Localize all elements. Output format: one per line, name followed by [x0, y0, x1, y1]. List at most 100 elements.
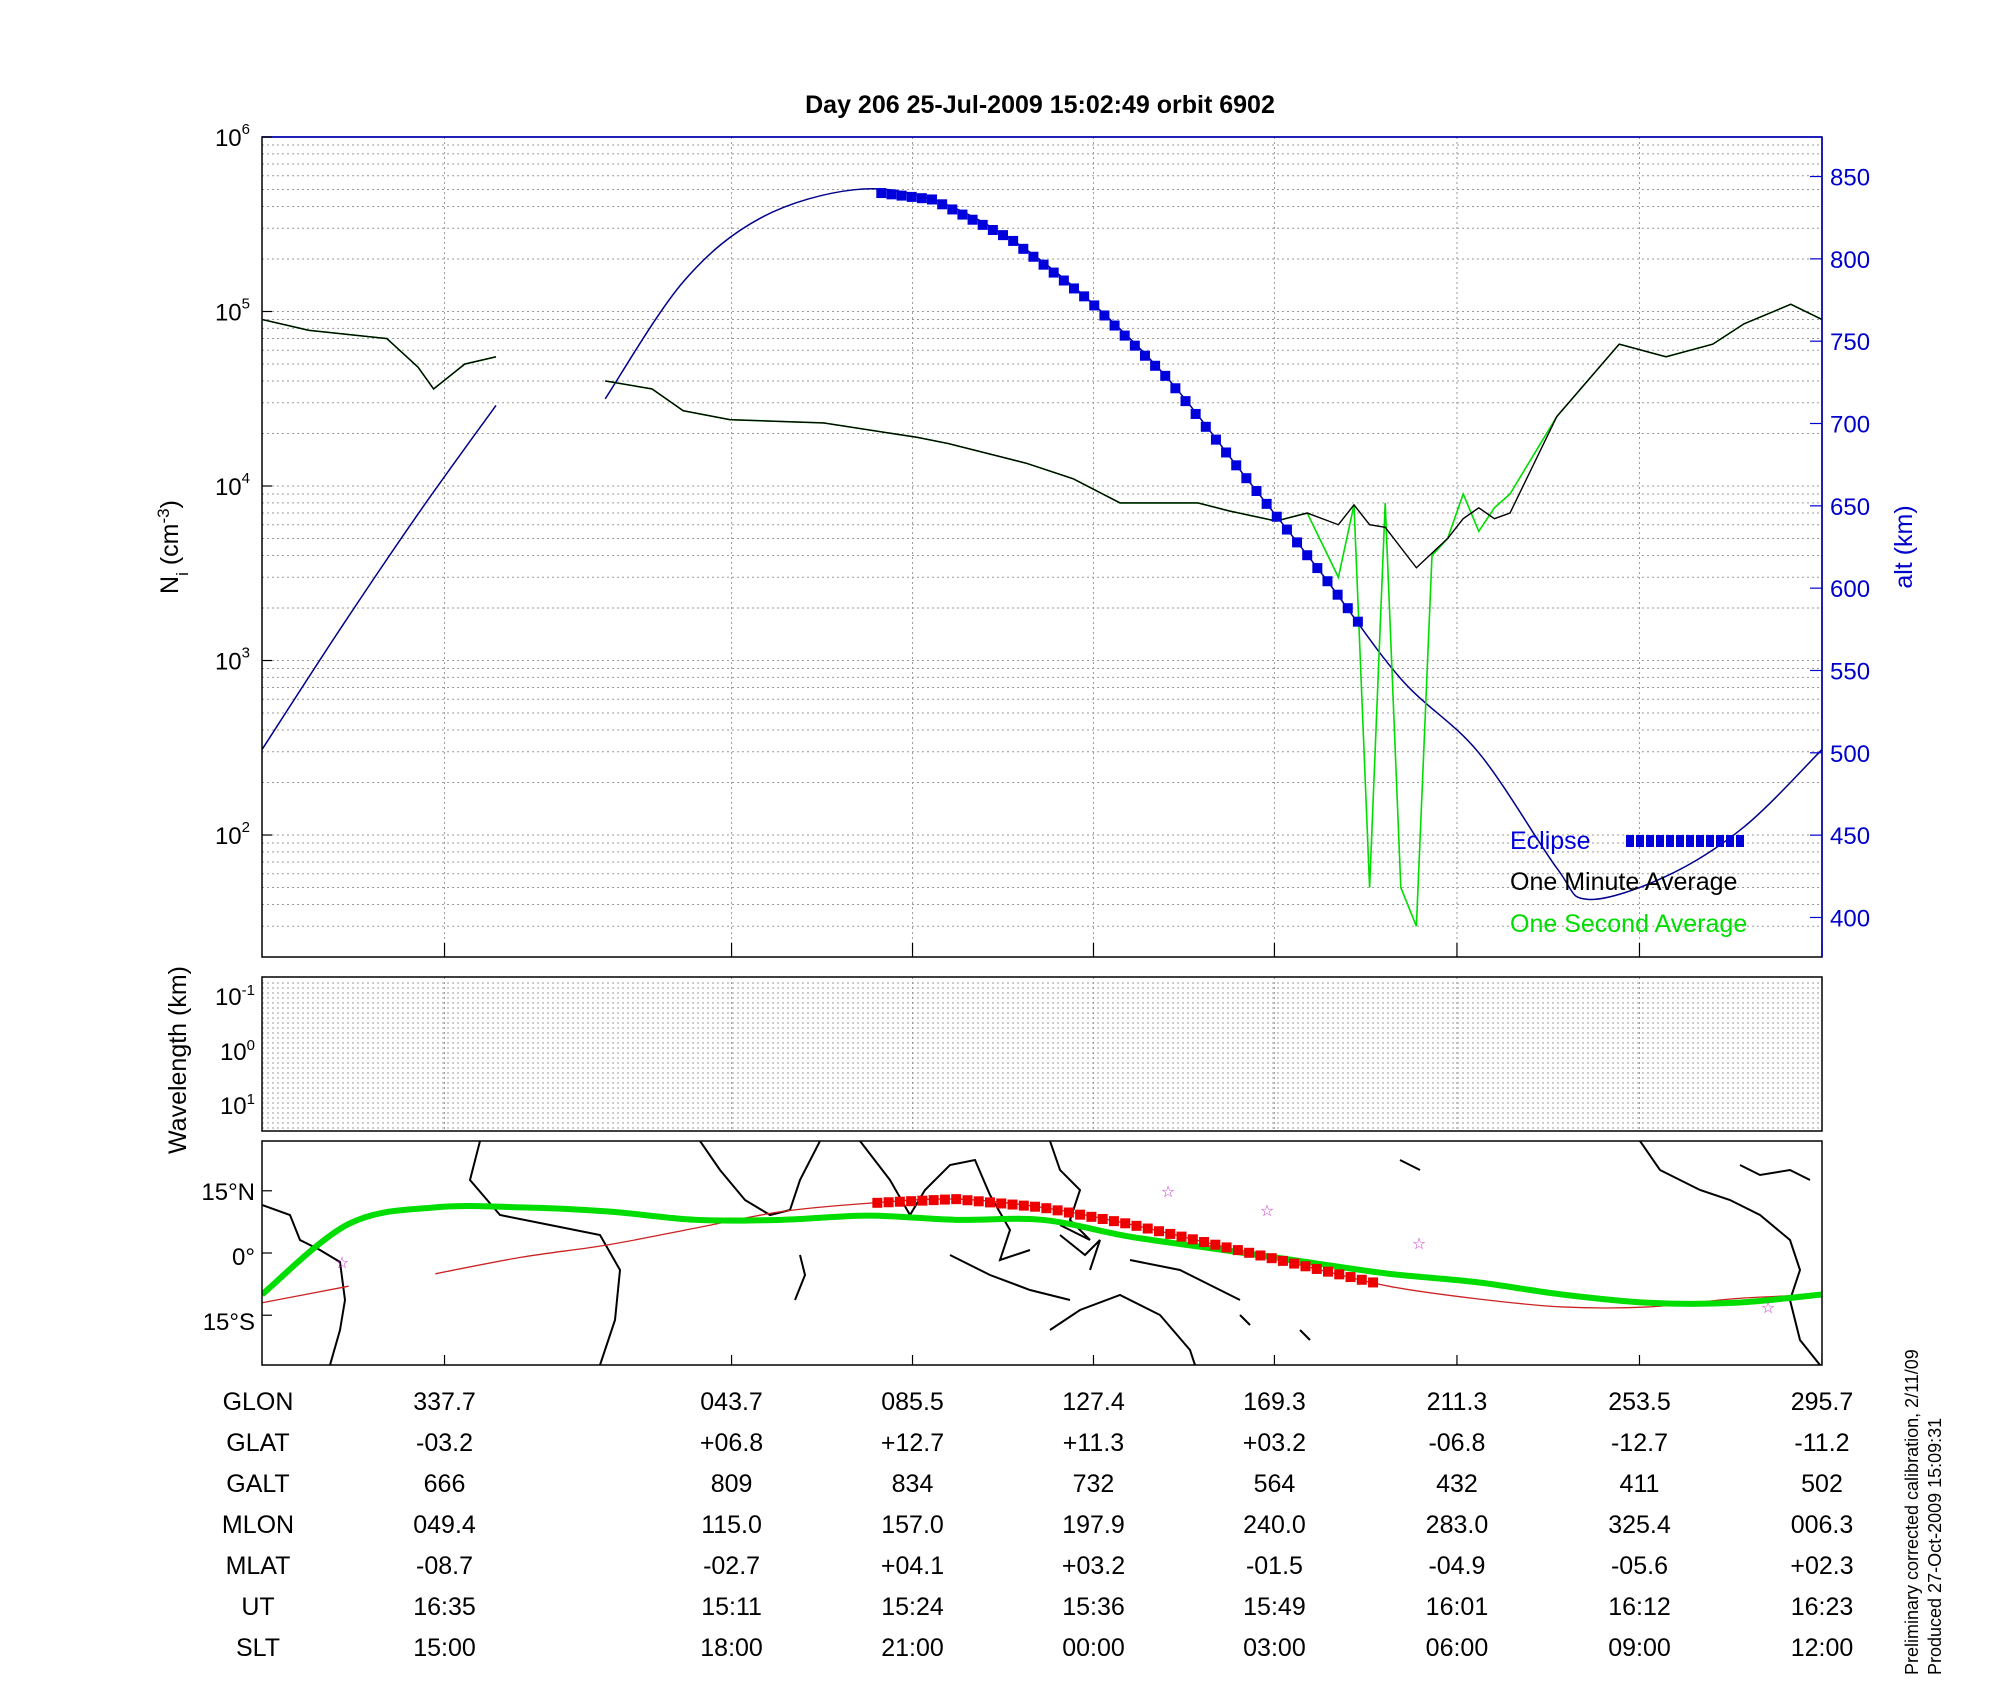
eclipse-marker: [1075, 1209, 1086, 1220]
table-row-label: UT: [241, 1593, 274, 1621]
map-y-tick-south: 15°S: [203, 1309, 255, 1336]
table-cell: 295.7: [1791, 1388, 1854, 1416]
y-tick-label: 104: [215, 470, 250, 501]
eclipse-marker: [1058, 275, 1069, 286]
table-cell: 18:00: [700, 1634, 763, 1662]
eclipse-marker: [1277, 1255, 1288, 1266]
eclipse-marker: [1007, 1199, 1018, 1210]
eclipse-marker: [1041, 1203, 1052, 1214]
table-cell: 03:00: [1243, 1634, 1306, 1662]
table-row-label: SLT: [236, 1634, 280, 1662]
table-row-label: MLAT: [226, 1552, 291, 1580]
table-cell: -04.9: [1428, 1552, 1485, 1580]
station-markers: ☆ ☆ ☆ ☆ ☆: [335, 1182, 1775, 1317]
alt-tick-label: 850: [1830, 165, 1870, 192]
eclipse-marker: [1241, 473, 1252, 484]
eclipse-marker: [987, 224, 998, 235]
eclipse-marker: [1232, 1245, 1243, 1256]
eclipse-marker: [1302, 550, 1313, 561]
eclipse-marker: [1312, 563, 1323, 574]
eclipse-marker: [1311, 1263, 1322, 1274]
table-cell: 049.4: [413, 1511, 476, 1539]
calibration-note: Preliminary corrected calibration, 2/11/…: [1902, 1349, 1922, 1675]
legend: Eclipse One Minute Average One Second Av…: [1510, 827, 1747, 938]
legend-swatch-mark: [1696, 835, 1704, 847]
altitude-curve: [261, 188, 1823, 901]
wavelength-panel: Wavelength (km) 10-1 100 101: [164, 966, 1823, 1154]
eclipse-marker: [876, 188, 887, 199]
eclipse-marker: [967, 214, 978, 225]
table-cell: 115.0: [701, 1511, 762, 1539]
eclipse-marker: [1251, 486, 1262, 497]
table-cell: 809: [711, 1470, 753, 1498]
y-tick-label: 106: [215, 121, 250, 152]
map-y-tick-north: 15°N: [201, 1179, 255, 1206]
map-y-tick-equator: 0°: [232, 1244, 255, 1271]
density-panel: 102 103 104 105 106 400 450 500 550 600 650 700 750…: [154, 121, 1918, 958]
wavelength-y-tick-3: 101: [220, 1091, 255, 1120]
star-icon: ☆: [335, 1253, 349, 1272]
star-icon: ☆: [1412, 1234, 1426, 1253]
table-cell: 337.7: [413, 1388, 476, 1416]
eclipse-marker: [1150, 360, 1161, 371]
table-cell: 006.3: [1791, 1511, 1854, 1539]
eclipse-marker: [1176, 1231, 1187, 1242]
eclipse-marker: [1160, 370, 1171, 381]
table-cell: 283.0: [1426, 1511, 1489, 1539]
eclipse-marker: [1356, 1274, 1367, 1285]
alt-tick-label: 700: [1830, 412, 1870, 439]
table-cell: 240.0: [1243, 1511, 1306, 1539]
table-cell: 15:24: [881, 1593, 944, 1621]
table-cell: -08.7: [416, 1552, 473, 1580]
legend-swatch-mark: [1656, 835, 1664, 847]
map-lines: [262, 1190, 1822, 1365]
map-panel: ☆ ☆ ☆ ☆ ☆ 15°N 0° 15°S: [201, 1140, 1823, 1366]
eclipse-marker: [957, 209, 968, 220]
eclipse-marker: [1131, 1220, 1142, 1231]
eclipse-marker: [996, 1198, 1007, 1209]
table-cell: 15:49: [1243, 1593, 1306, 1621]
eclipse-marker: [1323, 1266, 1333, 1277]
eclipse-marker: [973, 1196, 984, 1207]
eclipse-marker: [1261, 498, 1272, 509]
eclipse-marker: [1038, 259, 1049, 270]
eclipse-marker: [1332, 589, 1343, 600]
table-cell: +03.2: [1062, 1552, 1125, 1580]
wavelength-y-tick-1: 10-1: [215, 982, 255, 1011]
alt-tick-label: 450: [1830, 823, 1870, 850]
one-second-line: [261, 318, 497, 391]
alt-tick-label: 500: [1830, 741, 1870, 768]
legend-swatch-mark: [1736, 835, 1744, 847]
table-cell: 432: [1436, 1470, 1478, 1498]
eclipse-marker: [1165, 1228, 1176, 1239]
eclipse-marker: [947, 204, 958, 215]
svg-text:100: 100: [220, 1037, 255, 1066]
wavelength-y-label: Wavelength (km): [164, 966, 192, 1154]
table-cell: 06:00: [1426, 1634, 1489, 1662]
eclipse-marker: [1119, 330, 1130, 341]
table-cell: 411: [1620, 1470, 1660, 1498]
eclipse-marker: [1170, 383, 1181, 394]
legend-swatch-mark: [1666, 835, 1674, 847]
alt-tick-label: 750: [1830, 329, 1870, 356]
density-y-label: Ni (cm-3): [154, 500, 192, 594]
eclipse-marker: [951, 1194, 962, 1205]
table-cell: +02.3: [1790, 1552, 1853, 1580]
table-cell: +04.1: [881, 1552, 944, 1580]
eclipse-marker: [1255, 1250, 1266, 1261]
eclipse-marker: [1300, 1261, 1311, 1272]
eclipse-marker: [1142, 1223, 1153, 1234]
altitude-line: [261, 404, 497, 750]
svg-text:10-1: 10-1: [215, 982, 255, 1011]
eclipse-marker: [939, 1194, 950, 1205]
alt-tick-label: 550: [1830, 658, 1870, 685]
table-cell: 169.3: [1243, 1388, 1306, 1416]
satellite-track-line: [262, 1285, 349, 1304]
alt-tick-label: 600: [1830, 576, 1870, 603]
one-minute-line: [261, 318, 497, 390]
eclipse-marker: [1052, 1205, 1063, 1216]
legend-swatch-mark: [1716, 835, 1724, 847]
eclipse-marker: [1097, 1213, 1108, 1224]
eclipse-marker: [1345, 1272, 1356, 1283]
wavelength-grid: [262, 977, 1823, 1131]
